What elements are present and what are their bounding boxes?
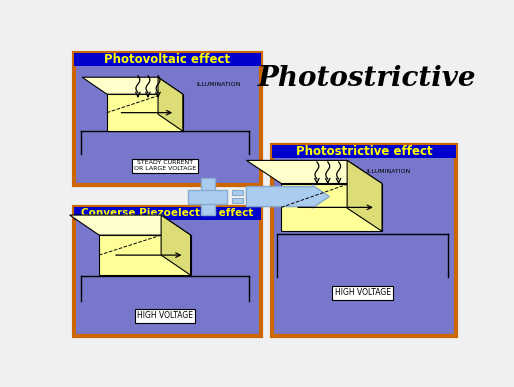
Bar xyxy=(74,53,261,185)
Polygon shape xyxy=(281,183,382,231)
Bar xyxy=(188,190,227,204)
FancyArrow shape xyxy=(246,185,329,208)
Bar xyxy=(74,207,261,220)
Text: Photostrictive: Photostrictive xyxy=(257,65,476,92)
Polygon shape xyxy=(158,77,183,131)
Text: HIGH VOLTAGE: HIGH VOLTAGE xyxy=(137,312,193,320)
Bar xyxy=(200,178,215,215)
Bar xyxy=(74,207,261,336)
Text: HIGH VOLTAGE: HIGH VOLTAGE xyxy=(335,288,391,297)
Bar xyxy=(74,53,261,66)
Text: STEADY CURRENT
OR LARGE VOLTAGE: STEADY CURRENT OR LARGE VOLTAGE xyxy=(134,160,196,171)
Bar xyxy=(272,145,456,336)
Polygon shape xyxy=(246,160,382,183)
Polygon shape xyxy=(161,215,191,275)
Polygon shape xyxy=(347,160,382,231)
Text: Photovoltaic effect: Photovoltaic effect xyxy=(104,53,230,66)
Polygon shape xyxy=(99,235,191,275)
Text: ILLUMINATION: ILLUMINATION xyxy=(366,169,411,174)
Polygon shape xyxy=(82,77,183,94)
Text: ILLUMINATION: ILLUMINATION xyxy=(196,82,241,87)
Text: Photostrictive effect: Photostrictive effect xyxy=(296,145,432,158)
Text: Converse Piezoelectric effect: Converse Piezoelectric effect xyxy=(81,208,253,218)
Bar xyxy=(232,190,243,195)
Polygon shape xyxy=(107,94,183,131)
Bar xyxy=(232,198,243,203)
Polygon shape xyxy=(70,215,191,235)
Bar xyxy=(272,145,456,158)
